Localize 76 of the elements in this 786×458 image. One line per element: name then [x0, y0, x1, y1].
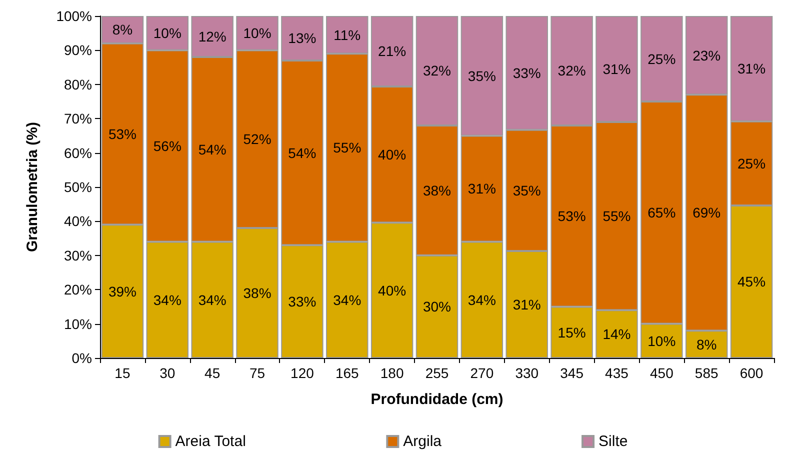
data-label: 33% — [288, 294, 316, 310]
data-label: 54% — [288, 144, 316, 161]
data-label: 55% — [333, 140, 362, 156]
y-axis-title: Granulometria (%) — [24, 122, 41, 252]
x-tick-label: 30 — [160, 365, 176, 381]
y-tick-label: 10% — [64, 316, 92, 332]
data-label: 31% — [738, 60, 766, 77]
data-label: 69% — [692, 204, 721, 221]
x-tick-label: 120 — [290, 365, 314, 381]
y-tick-label: 90% — [64, 42, 92, 58]
data-label: 30% — [422, 298, 452, 315]
x-axis-title: Profundidade (cm) — [370, 391, 504, 408]
x-tick-label: 75 — [249, 365, 266, 381]
y-tick-label: 20% — [64, 282, 92, 298]
data-label: 34% — [333, 292, 362, 308]
x-tick-label: 255 — [425, 365, 449, 381]
y-tick-label: 60% — [64, 144, 92, 161]
data-label: 15% — [558, 324, 586, 340]
data-label: 11% — [334, 26, 361, 43]
x-tick-label: 450 — [650, 365, 674, 381]
y-tick-label: 70% — [64, 110, 92, 127]
data-label: 10% — [648, 332, 676, 349]
data-label: 8% — [112, 22, 133, 38]
data-label: 33% — [512, 64, 541, 81]
data-label: 32% — [422, 62, 452, 79]
x-tick-label: 600 — [740, 365, 764, 381]
data-label: 13% — [288, 30, 316, 46]
data-label: 31% — [602, 61, 631, 78]
data-label: 23% — [692, 47, 721, 64]
data-label: 25% — [738, 155, 766, 172]
data-label: 31% — [512, 296, 541, 312]
data-label: 53% — [558, 208, 586, 224]
x-tick-label: 270 — [470, 365, 494, 381]
data-label: 32% — [558, 62, 586, 79]
x-tick-label: 180 — [380, 365, 404, 381]
data-label: 53% — [108, 126, 136, 142]
x-tick-label: 345 — [560, 365, 584, 381]
y-tick-label: 30% — [64, 247, 92, 264]
data-label: 10% — [153, 25, 182, 42]
data-label: 40% — [378, 282, 406, 298]
data-label: 56% — [153, 138, 182, 154]
legend-label: Silte — [598, 433, 628, 450]
data-label: 8% — [696, 336, 717, 352]
data-label: 21% — [378, 43, 406, 60]
data-label: 39% — [108, 283, 136, 300]
data-label: 12% — [198, 28, 226, 45]
data-label: 31% — [468, 180, 496, 197]
data-label: 38% — [422, 182, 452, 198]
data-label: 34% — [198, 292, 226, 308]
data-label: 14% — [602, 326, 631, 342]
x-tick-label: 15 — [114, 365, 130, 381]
data-label: 10% — [243, 25, 272, 42]
x-tick-label: 45 — [204, 365, 220, 381]
x-tick-label: 330 — [515, 365, 539, 381]
legend-label: Argila — [403, 433, 442, 450]
data-label: 54% — [198, 141, 226, 158]
data-label: 65% — [648, 204, 676, 221]
data-label: 45% — [738, 274, 766, 290]
data-label: 40% — [378, 146, 406, 163]
data-label: 38% — [243, 285, 272, 302]
data-label: 35% — [468, 68, 496, 84]
x-tick-label: 585 — [694, 365, 718, 381]
data-label: 35% — [512, 182, 541, 198]
y-tick-label: 50% — [64, 179, 92, 195]
y-tick-label: 80% — [64, 76, 92, 92]
x-tick-label: 435 — [605, 365, 629, 381]
x-tick-label: 165 — [335, 365, 360, 381]
data-label: 34% — [153, 292, 182, 308]
data-label: 55% — [602, 208, 631, 224]
data-label: 52% — [243, 131, 272, 148]
y-tick-label: 40% — [64, 213, 92, 230]
y-tick-label: 100% — [56, 8, 92, 24]
data-label: 34% — [468, 292, 496, 308]
legend-label: Areia Total — [175, 433, 246, 450]
y-tick-label: 0% — [72, 350, 92, 366]
data-label: 25% — [648, 50, 676, 67]
